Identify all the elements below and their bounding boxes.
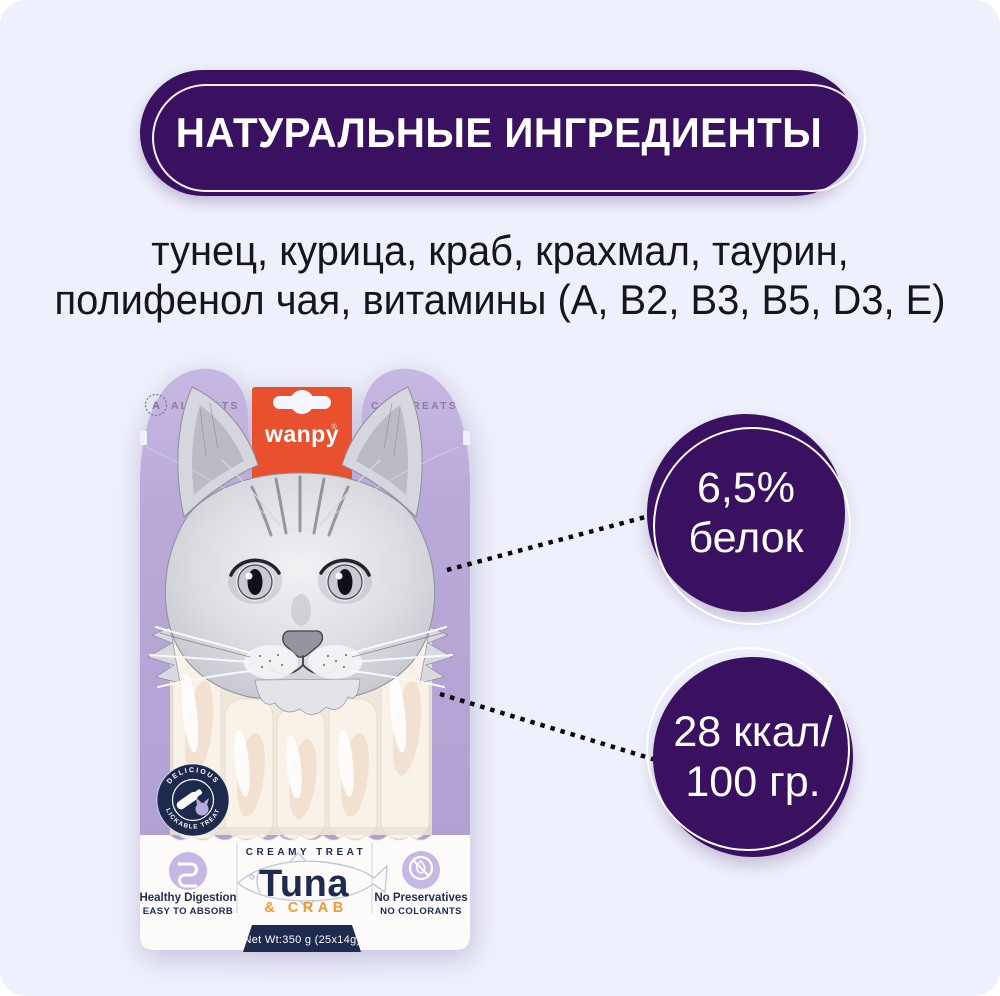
product-package: wanpy ® A ALL CATS CAT TREATS [140, 368, 470, 952]
lickable-treat-badge: DELICIOUS LICKABLE TREAT [156, 763, 230, 837]
brand-logo: wanpy [264, 421, 339, 447]
cat-eyes [228, 558, 372, 604]
left-subtitle: EASY TO ABSORB [143, 906, 233, 917]
callout-calories: 28 ккал/ 100 гр. [646, 647, 853, 857]
center-subtitle: & CRAB [264, 900, 347, 916]
banner-outline-decoration [152, 84, 866, 192]
connector-line-calories [439, 691, 657, 763]
cat-illustration [145, 386, 459, 715]
ingredients-line-1: тунец, курица, краб, крахмал, таурин, [151, 227, 849, 274]
banner-title: НАТУРАЛЬНЫЕ ИНГРЕДИЕНТЫ [175, 109, 823, 156]
all-cats-badge-icon [144, 393, 168, 417]
pouch-bottom-section: Healthy Digestion EASY TO ABSORB CREAMY … [140, 834, 470, 950]
callout-calories-value: 28 ккал/ [673, 708, 833, 756]
callout-protein: 6,5% белок [647, 414, 851, 625]
callout-calories-label: 100 гр. [685, 758, 821, 806]
brand-block: wanpy ® [252, 387, 352, 499]
pouch-notch-left [140, 431, 147, 445]
callout-protein-value: 6,5% [696, 464, 795, 512]
pouch-notch-right [463, 431, 470, 445]
left-title: Healthy Digestion [140, 892, 237, 904]
net-weight-ribbon: Net Wt:350 g (25x14g) [243, 925, 361, 952]
digestion-icon [177, 862, 198, 888]
connector-line-protein [446, 513, 650, 573]
treat-sachets [172, 632, 430, 840]
fish-sketch-icon [236, 851, 388, 911]
hand-feeding-cat-icon [176, 789, 209, 816]
center-kicker: CREAMY TREAT [246, 847, 367, 858]
right-subtitle: NO COLORANTS [380, 906, 462, 917]
net-weight-text: Net Wt:350 g (25x14g) [244, 934, 361, 946]
callout-protein-label: белок [688, 514, 804, 562]
title-banner: НАТУРАЛЬНЫЕ ИНГРЕДИЕНТЫ [140, 70, 866, 196]
center-title: Tuna [259, 863, 349, 905]
ingredients-line-2: полифенол чая, витамины (А, В2, В3, В5, … [54, 276, 946, 323]
no-preservatives-icon [408, 855, 434, 881]
all-cats-badge-letter: A [152, 400, 160, 412]
ingredients-text: тунец, курица, краб, крахмал, таурин, по… [0, 226, 1000, 324]
right-title: No Preservatives [374, 892, 467, 904]
brand-trademark: ® [331, 423, 337, 431]
callout-protein-outline-decoration [653, 427, 851, 625]
